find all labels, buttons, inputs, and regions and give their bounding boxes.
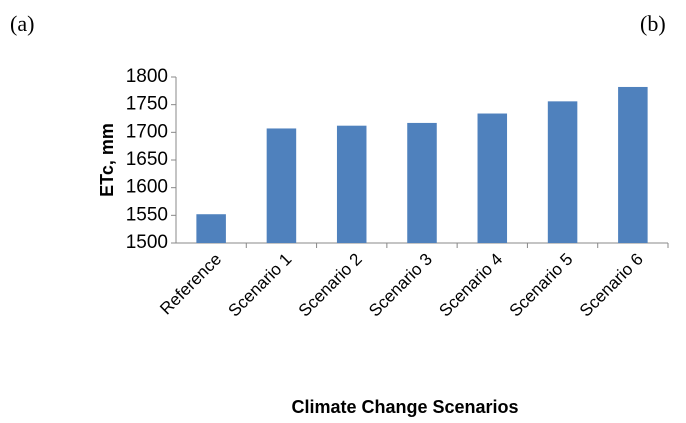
y-tick-label: 1800 (126, 66, 168, 87)
bar (618, 86, 648, 244)
panel-label: (b) (640, 11, 666, 36)
bar (407, 122, 437, 243)
y-tick-label: 1550 (126, 204, 168, 225)
panel-label: (a) (10, 11, 34, 36)
bar (547, 101, 578, 243)
x-axis-title: Climate Change Scenarios (291, 397, 518, 417)
y-tick-label: 1500 (126, 232, 168, 253)
x-tick-label: Scenario 3 (365, 250, 436, 321)
bar (477, 113, 508, 244)
x-tick-label: Scenario 2 (295, 250, 366, 321)
y-tick-label: 1750 (126, 94, 168, 115)
y-tick-label: 1600 (126, 177, 168, 198)
x-tick-label: Scenario 6 (576, 250, 647, 321)
bar (266, 128, 297, 243)
x-tick-label: Scenario 5 (506, 250, 577, 321)
y-tick-label: 1650 (126, 149, 168, 170)
x-tick-label: Scenario 4 (435, 250, 506, 321)
y-axis-title: ETc, mm (97, 123, 117, 197)
x-tick-label: Scenario 1 (225, 250, 296, 321)
bar (196, 214, 226, 243)
bar (336, 125, 367, 243)
x-tick-label: Reference (156, 250, 225, 319)
y-tick-label: 1700 (126, 121, 168, 142)
